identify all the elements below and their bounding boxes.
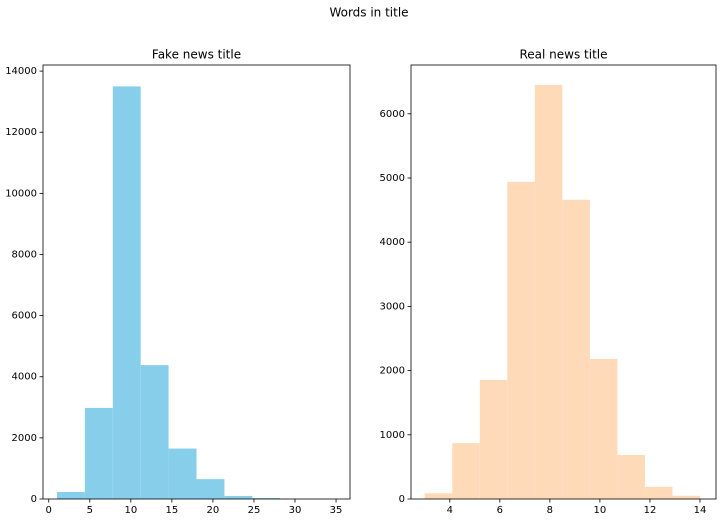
bar [84, 407, 113, 499]
y-tick-label: 3000 [380, 301, 405, 312]
bar [644, 486, 673, 499]
x-tick-label: 6 [497, 505, 503, 516]
y-tick-label: 12000 [5, 127, 37, 138]
figure-title: Words in title [329, 6, 408, 20]
bar [452, 443, 480, 499]
x-tick-label: 20 [207, 505, 220, 516]
bar [252, 498, 281, 499]
y-tick-label: 2000 [380, 366, 405, 377]
bar [672, 495, 700, 499]
bar [112, 86, 141, 500]
bar [56, 491, 85, 499]
x-tick-label: 25 [248, 505, 261, 516]
y-tick-label: 0 [31, 494, 37, 505]
y-tick-label: 2000 [12, 433, 37, 444]
axes-frame [42, 64, 351, 500]
x-tick-label: 10 [594, 505, 607, 516]
y-tick-label: 10000 [5, 188, 37, 199]
y-tick-label: 4000 [380, 237, 405, 248]
x-tick-label: 10 [124, 505, 137, 516]
bar [562, 199, 590, 499]
y-tick-label: 5000 [380, 173, 405, 184]
bar [424, 493, 453, 499]
x-tick-label: 14 [694, 505, 707, 516]
axes-title: Real news title [519, 48, 607, 62]
y-tick-label: 0 [399, 494, 405, 505]
y-tick-label: 14000 [5, 66, 37, 77]
axes-title: Fake news title [152, 48, 241, 62]
bar [617, 455, 645, 499]
y-tick-label: 6000 [380, 109, 405, 120]
bar [140, 365, 169, 499]
x-tick-label: 5 [87, 505, 93, 516]
x-tick-label: 15 [166, 505, 179, 516]
y-tick-label: 8000 [12, 249, 37, 260]
bar [224, 495, 253, 499]
bar [168, 448, 197, 499]
x-tick-label: 4 [447, 505, 453, 516]
bar [196, 479, 225, 499]
y-tick-label: 4000 [12, 372, 37, 383]
bar [479, 379, 508, 499]
x-tick-label: 0 [46, 505, 52, 516]
axes-frame [410, 64, 717, 500]
bar [534, 84, 563, 499]
y-tick-label: 6000 [12, 311, 37, 322]
bar [589, 359, 618, 499]
bar [507, 181, 535, 499]
y-tick-label: 1000 [380, 430, 405, 441]
x-tick-label: 35 [330, 505, 343, 516]
x-tick-label: 8 [547, 505, 553, 516]
x-tick-label: 12 [644, 505, 657, 516]
x-tick-label: 30 [289, 505, 302, 516]
